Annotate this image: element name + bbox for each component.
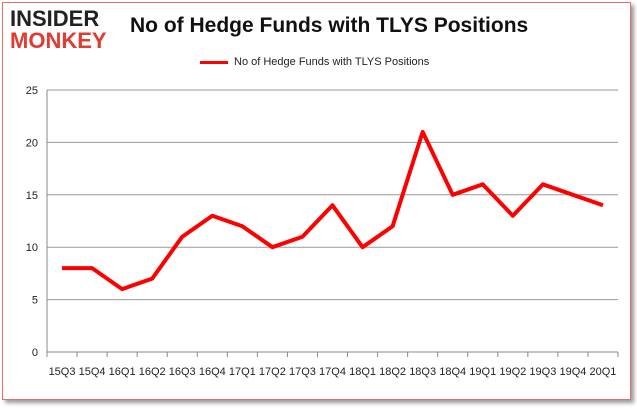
x-tick-label: 16Q2 <box>139 366 166 378</box>
x-tick-label: 17Q2 <box>259 366 286 378</box>
legend-swatch <box>200 60 228 64</box>
x-tick-label: 20Q1 <box>590 366 617 378</box>
x-tick-label: 19Q4 <box>559 366 586 378</box>
x-tick-label: 18Q3 <box>409 366 436 378</box>
x-tick-label: 18Q4 <box>439 366 466 378</box>
x-tick-label: 17Q3 <box>289 366 316 378</box>
x-tick-label: 16Q4 <box>199 366 226 378</box>
x-tick-label: 19Q1 <box>469 366 496 378</box>
y-tick-label: 15 <box>26 190 38 202</box>
insider-monkey-logo: INSIDER MONKEY <box>10 8 107 52</box>
x-tick-label: 16Q1 <box>109 366 136 378</box>
x-tick-label: 17Q4 <box>319 366 346 378</box>
x-tick-label: 15Q3 <box>49 366 76 378</box>
x-tick-label: 16Q3 <box>169 366 196 378</box>
logo-line2: MONKEY <box>10 28 107 53</box>
x-tick-label: 17Q1 <box>229 366 256 378</box>
y-tick-label: 5 <box>32 295 38 307</box>
legend: No of Hedge Funds with TLYS Positions <box>200 56 429 68</box>
x-tick-label: 15Q4 <box>79 366 106 378</box>
y-tick-label: 0 <box>32 347 38 359</box>
legend-label: No of Hedge Funds with TLYS Positions <box>234 56 430 68</box>
series-line <box>62 129 604 292</box>
x-tick-label: 18Q1 <box>349 366 376 378</box>
chart-title: No of Hedge Funds with TLYS Positions <box>130 14 529 37</box>
logo-line1: INSIDER <box>10 6 100 31</box>
x-tick-label: 19Q3 <box>529 366 556 378</box>
x-tick-label: 19Q2 <box>499 366 526 378</box>
x-tick-label: 18Q2 <box>379 366 406 378</box>
y-tick-label: 25 <box>26 85 38 97</box>
y-tick-label: 10 <box>26 242 38 254</box>
y-tick-label: 20 <box>26 137 38 149</box>
